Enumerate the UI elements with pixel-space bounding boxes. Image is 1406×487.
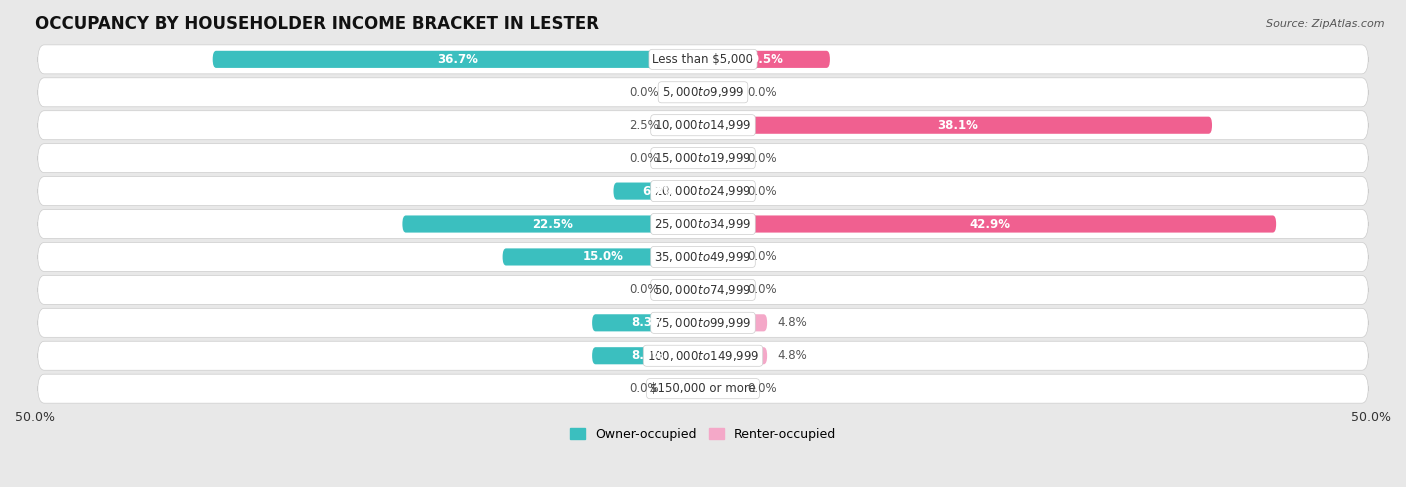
Text: $10,000 to $14,999: $10,000 to $14,999 [654, 118, 752, 132]
Text: 0.0%: 0.0% [747, 382, 776, 395]
Text: 4.8%: 4.8% [778, 349, 807, 362]
Text: $150,000 or more: $150,000 or more [650, 382, 756, 395]
FancyBboxPatch shape [613, 183, 703, 200]
Text: 0.0%: 0.0% [747, 151, 776, 165]
FancyBboxPatch shape [669, 380, 703, 397]
Text: 38.1%: 38.1% [936, 119, 979, 131]
Text: $75,000 to $99,999: $75,000 to $99,999 [654, 316, 752, 330]
FancyBboxPatch shape [669, 117, 703, 134]
FancyBboxPatch shape [703, 215, 1277, 233]
Text: 4.8%: 4.8% [778, 317, 807, 329]
Text: 36.7%: 36.7% [437, 53, 478, 66]
FancyBboxPatch shape [592, 347, 703, 364]
Text: 8.3%: 8.3% [631, 349, 664, 362]
Text: $50,000 to $74,999: $50,000 to $74,999 [654, 283, 752, 297]
Text: $35,000 to $49,999: $35,000 to $49,999 [654, 250, 752, 264]
Text: 0.0%: 0.0% [630, 283, 659, 297]
FancyBboxPatch shape [38, 177, 1368, 206]
FancyBboxPatch shape [669, 84, 703, 101]
Text: 9.5%: 9.5% [749, 53, 783, 66]
Text: $25,000 to $34,999: $25,000 to $34,999 [654, 217, 752, 231]
Text: $5,000 to $9,999: $5,000 to $9,999 [662, 85, 744, 99]
Text: 8.3%: 8.3% [631, 317, 664, 329]
Text: 2.5%: 2.5% [628, 119, 659, 131]
FancyBboxPatch shape [38, 144, 1368, 173]
FancyBboxPatch shape [703, 51, 830, 68]
Text: 22.5%: 22.5% [533, 218, 574, 230]
FancyBboxPatch shape [212, 51, 703, 68]
Text: 0.0%: 0.0% [630, 86, 659, 99]
Text: 6.7%: 6.7% [643, 185, 675, 198]
FancyBboxPatch shape [38, 374, 1368, 403]
FancyBboxPatch shape [703, 84, 737, 101]
Text: 0.0%: 0.0% [747, 86, 776, 99]
FancyBboxPatch shape [669, 150, 703, 167]
Legend: Owner-occupied, Renter-occupied: Owner-occupied, Renter-occupied [565, 423, 841, 446]
FancyBboxPatch shape [38, 45, 1368, 74]
FancyBboxPatch shape [38, 209, 1368, 239]
FancyBboxPatch shape [502, 248, 703, 265]
FancyBboxPatch shape [703, 380, 737, 397]
FancyBboxPatch shape [703, 248, 737, 265]
FancyBboxPatch shape [703, 281, 737, 299]
Text: $15,000 to $19,999: $15,000 to $19,999 [654, 151, 752, 165]
Text: $20,000 to $24,999: $20,000 to $24,999 [654, 184, 752, 198]
FancyBboxPatch shape [669, 281, 703, 299]
Text: 0.0%: 0.0% [630, 151, 659, 165]
FancyBboxPatch shape [38, 308, 1368, 337]
FancyBboxPatch shape [703, 150, 737, 167]
Text: 42.9%: 42.9% [969, 218, 1010, 230]
Text: 0.0%: 0.0% [630, 382, 659, 395]
Text: $100,000 to $149,999: $100,000 to $149,999 [647, 349, 759, 363]
FancyBboxPatch shape [703, 347, 768, 364]
Text: Less than $5,000: Less than $5,000 [652, 53, 754, 66]
FancyBboxPatch shape [402, 215, 703, 233]
Text: 0.0%: 0.0% [747, 185, 776, 198]
FancyBboxPatch shape [38, 78, 1368, 107]
Text: Source: ZipAtlas.com: Source: ZipAtlas.com [1267, 19, 1385, 30]
FancyBboxPatch shape [592, 314, 703, 331]
FancyBboxPatch shape [703, 314, 768, 331]
FancyBboxPatch shape [38, 111, 1368, 140]
FancyBboxPatch shape [38, 275, 1368, 304]
Text: 0.0%: 0.0% [747, 283, 776, 297]
Text: 0.0%: 0.0% [747, 250, 776, 263]
FancyBboxPatch shape [38, 243, 1368, 271]
FancyBboxPatch shape [703, 117, 1212, 134]
FancyBboxPatch shape [703, 183, 737, 200]
FancyBboxPatch shape [38, 341, 1368, 370]
Text: 15.0%: 15.0% [582, 250, 623, 263]
Text: OCCUPANCY BY HOUSEHOLDER INCOME BRACKET IN LESTER: OCCUPANCY BY HOUSEHOLDER INCOME BRACKET … [35, 15, 599, 33]
